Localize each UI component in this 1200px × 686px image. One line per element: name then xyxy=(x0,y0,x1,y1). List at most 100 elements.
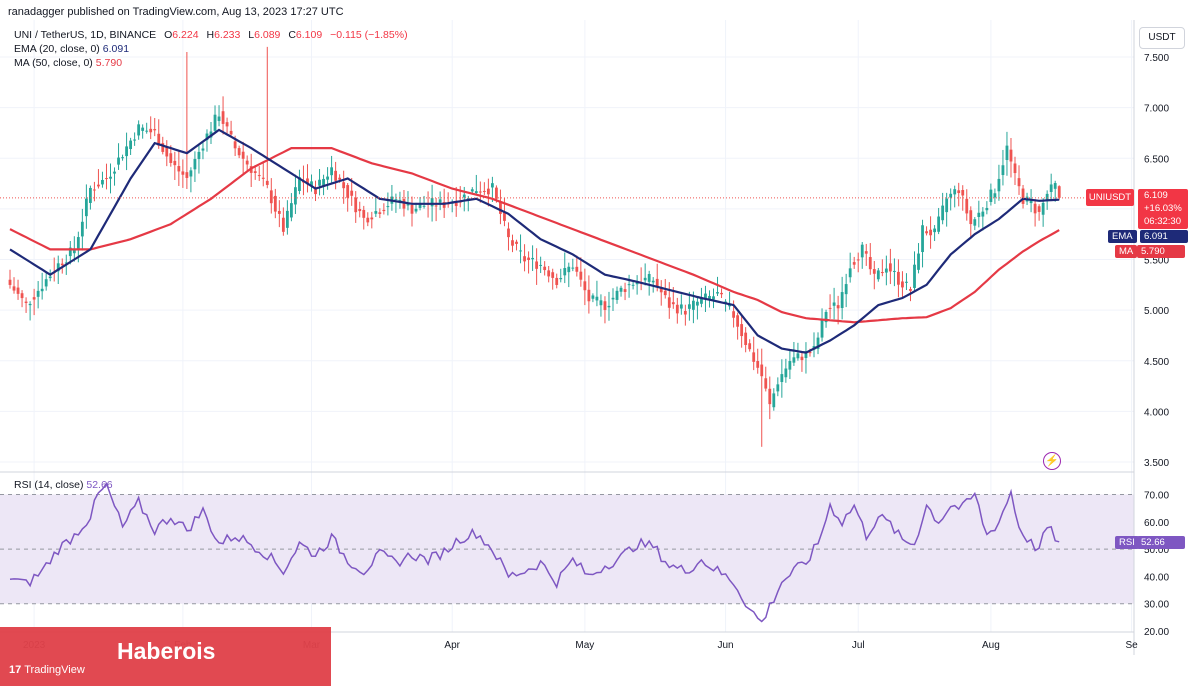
tv-logo-icon: 17 xyxy=(9,664,22,676)
candle-body xyxy=(788,361,792,370)
rsi-tick-label: 30.00 xyxy=(1144,600,1169,611)
candle-body xyxy=(354,197,358,213)
candle-body xyxy=(535,261,539,269)
bar-countdown: 06:32:30 xyxy=(1144,216,1181,227)
candle-body xyxy=(700,297,703,304)
candle-body xyxy=(60,263,64,266)
candle-body xyxy=(386,206,390,208)
candle-body xyxy=(133,139,137,141)
candle-body xyxy=(1017,178,1021,187)
candle-body xyxy=(105,178,108,180)
candle-body xyxy=(800,356,804,361)
candle-body xyxy=(12,286,16,291)
candle-body xyxy=(306,178,309,185)
candle-body xyxy=(704,293,707,299)
candle-body xyxy=(961,190,965,196)
candle-body xyxy=(491,183,494,188)
candle-body xyxy=(213,114,217,131)
candle-body xyxy=(84,198,88,217)
candle-body xyxy=(76,237,80,250)
ema-legend-label: EMA (20, close, 0) xyxy=(14,43,100,55)
candle-body xyxy=(876,270,880,280)
time-tick-label: Aug xyxy=(982,640,1000,651)
rsi-tick-label: 50.00 xyxy=(1144,545,1169,556)
candle-body xyxy=(752,352,756,362)
candle-body xyxy=(269,190,273,204)
price-pane xyxy=(0,46,1134,447)
ma-tag-label: MA xyxy=(1115,245,1138,258)
candle-body xyxy=(856,259,860,261)
candle-body xyxy=(394,199,398,201)
candle-body xyxy=(109,176,112,179)
candle-body xyxy=(989,189,993,202)
candle-body xyxy=(607,305,611,308)
candle-body xyxy=(820,318,824,338)
candle-body xyxy=(8,279,12,285)
candle-body xyxy=(237,148,241,156)
rsi-tag-value: 52.66 xyxy=(1137,536,1185,549)
candle-body xyxy=(245,160,249,165)
candle-body xyxy=(868,257,872,270)
candle-body xyxy=(663,290,667,296)
candle-body xyxy=(97,184,100,187)
candle-body xyxy=(888,263,892,272)
candle-body xyxy=(366,217,370,223)
candle-body xyxy=(1041,202,1045,215)
candle-body xyxy=(619,287,623,292)
candle-body xyxy=(595,296,599,301)
candle-body xyxy=(189,170,193,177)
candle-body xyxy=(519,250,522,252)
rsi-tick-label: 20.00 xyxy=(1144,627,1169,638)
time-tick-label: Jun xyxy=(717,640,733,651)
candle-body xyxy=(659,287,663,293)
candle-body xyxy=(997,178,1001,192)
rsi-legend-value: 52.66 xyxy=(86,479,113,491)
candle-body xyxy=(848,268,852,278)
candle-body xyxy=(579,271,583,280)
candle-body xyxy=(261,177,265,179)
rsi-pane xyxy=(0,482,1134,623)
currency-button[interactable]: USDT xyxy=(1139,27,1185,49)
candle-body xyxy=(623,289,627,292)
candle-body xyxy=(414,208,418,212)
rsi-line xyxy=(9,482,1060,623)
candle-body xyxy=(551,272,555,278)
candle-body xyxy=(241,151,245,159)
candle-body xyxy=(56,263,60,272)
candle-body xyxy=(478,191,482,193)
candle-body xyxy=(229,130,233,135)
candle-body xyxy=(547,270,551,277)
candle-body xyxy=(901,281,904,288)
candle-body xyxy=(985,207,989,211)
candle-body xyxy=(370,217,374,220)
tradingview-logo: 17 TradingView xyxy=(9,664,85,676)
candle-body xyxy=(531,257,534,260)
candle-body xyxy=(720,292,723,295)
price-tick-label: 7.000 xyxy=(1144,104,1169,115)
candle-body xyxy=(784,368,788,378)
candle-body xyxy=(89,187,92,203)
candle-body xyxy=(470,189,474,192)
candle-body xyxy=(322,178,325,187)
ema-price-tag: EMA 6.091 xyxy=(1108,230,1188,243)
candle-body xyxy=(683,310,687,315)
candle-body xyxy=(599,300,603,306)
candle-body xyxy=(1033,203,1037,214)
brand-name: Haberois xyxy=(117,638,216,664)
candle-body xyxy=(760,364,764,377)
candle-body xyxy=(687,304,691,309)
candle-body xyxy=(273,195,277,212)
candle-body xyxy=(93,189,96,191)
open-value: 6.224 xyxy=(172,29,199,41)
lightning-icon[interactable]: ⚡ xyxy=(1043,452,1061,470)
candle-body xyxy=(567,266,571,273)
close-label: C xyxy=(288,29,296,41)
candle-body xyxy=(591,295,595,299)
candle-body xyxy=(334,170,338,181)
candle-body xyxy=(893,270,896,272)
candle-body xyxy=(193,158,197,170)
rsi-legend: RSI (14, close) 52.66 xyxy=(14,479,113,491)
candle-body xyxy=(113,171,116,174)
candle-body xyxy=(587,289,591,302)
candle-body xyxy=(1013,163,1017,174)
